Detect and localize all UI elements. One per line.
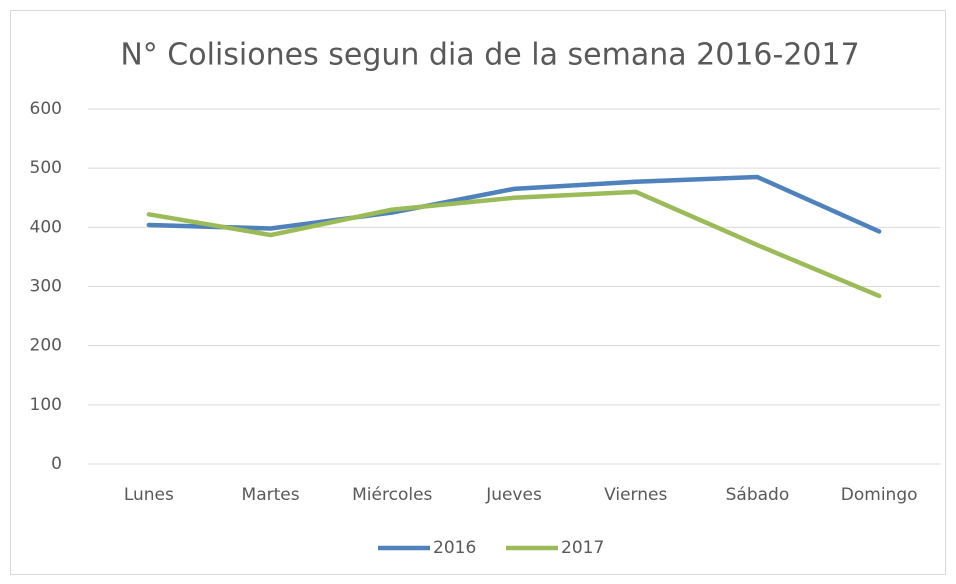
y-tick-label: 100 xyxy=(30,395,62,415)
line-series xyxy=(146,174,882,234)
x-tick-label: Martes xyxy=(242,485,300,505)
x-tick-label: Jueves xyxy=(485,485,542,505)
x-tick-label: Miércoles xyxy=(352,485,432,505)
y-tick-label: 0 xyxy=(51,454,62,474)
y-tick-label: 200 xyxy=(30,336,62,356)
x-tick-label: Lunes xyxy=(124,485,174,505)
y-tick-label: 600 xyxy=(30,99,62,119)
y-tick-label: 500 xyxy=(30,158,62,178)
chart-frame xyxy=(10,10,946,575)
x-tick-label: Viernes xyxy=(604,485,667,505)
chart-title: N° Colisiones segun dia de la semana 201… xyxy=(120,38,859,73)
legend-label: 2016 xyxy=(433,538,476,558)
y-tick-label: 400 xyxy=(30,217,62,237)
x-tick-label: Domingo xyxy=(841,485,918,505)
legend-label: 2017 xyxy=(561,538,604,558)
line-series xyxy=(146,189,882,299)
y-tick-label: 300 xyxy=(30,277,62,297)
x-tick-label: Sábado xyxy=(726,485,790,505)
